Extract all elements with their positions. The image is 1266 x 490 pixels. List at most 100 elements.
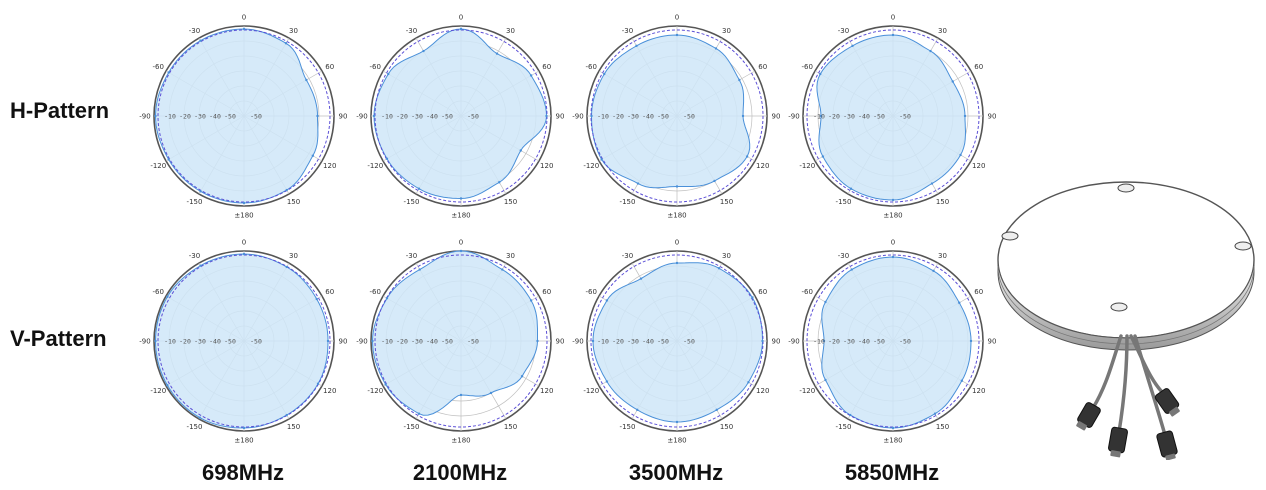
angle-label: 150 [504, 423, 517, 431]
angle-label: -90 [139, 113, 150, 121]
angle-label: ±180 [234, 212, 253, 220]
polar-plot-h-5850: 0 30 60 90 120 150 ±180 -150 -120 -90 -60 -30 -10 -20… [788, 14, 996, 220]
data-point [850, 268, 853, 271]
angle-label: 30 [506, 27, 515, 35]
angle-label: 0 [242, 14, 246, 22]
radial-label: -50 [683, 113, 695, 121]
data-point [819, 114, 823, 118]
data-point [326, 339, 330, 343]
data-point [422, 49, 425, 53]
row-label-v-pattern: V-Pattern [10, 326, 107, 351]
radial-label: -50 [873, 113, 885, 121]
angle-label: ±180 [883, 437, 902, 445]
angle-label: 120 [972, 387, 985, 395]
radial-label: -10 [813, 338, 825, 346]
data-point [315, 297, 318, 301]
angle-label: 60 [325, 63, 334, 71]
angle-label: -30 [189, 252, 200, 260]
data-point [387, 72, 390, 76]
data-point [741, 114, 745, 118]
angle-label: 90 [772, 338, 781, 346]
radial-label: -40 [642, 338, 654, 346]
polar-plot-v-5850: 0 30 60 90 120 150 ±180 -150 -120 -90 -60 -30 -10 -20… [788, 239, 996, 445]
data-point [636, 408, 639, 412]
data-point [849, 187, 853, 190]
angle-label: 120 [323, 387, 336, 395]
radial-label: -40 [209, 338, 221, 346]
data-point [385, 157, 389, 160]
radial-label: -30 [411, 113, 423, 121]
angle-label: 150 [504, 198, 517, 206]
radial-label: -50 [441, 338, 453, 346]
data-point [305, 78, 308, 82]
data-point [316, 114, 319, 118]
data-point [824, 300, 827, 304]
radial-label: -10 [381, 113, 393, 121]
data-point [761, 339, 764, 343]
radial-label: -20 [612, 338, 624, 346]
angle-label: -60 [586, 63, 597, 71]
angle-label: -30 [838, 27, 849, 35]
angle-label: -90 [788, 113, 799, 121]
radial-label: -20 [396, 338, 408, 346]
angle-label: -120 [799, 387, 815, 395]
data-point [824, 378, 827, 382]
data-point [745, 155, 749, 158]
radial-label: -50 [224, 113, 236, 121]
angle-label: 150 [287, 198, 300, 206]
data-point [933, 412, 937, 415]
angle-label: 30 [289, 27, 298, 35]
angle-label: -60 [802, 288, 813, 296]
angle-label: -30 [406, 27, 417, 35]
data-point [675, 261, 679, 265]
angle-label: -150 [187, 423, 203, 431]
data-point [520, 375, 524, 378]
data-point [639, 277, 643, 280]
data-point [371, 339, 374, 343]
radial-label: -30 [627, 338, 639, 346]
data-point [963, 114, 967, 118]
radial-label: -50 [467, 338, 479, 346]
data-point [822, 339, 826, 343]
data-point [819, 72, 822, 76]
data-point [605, 380, 609, 383]
data-point [284, 42, 288, 45]
radial-label: -50 [441, 113, 453, 121]
angle-label: 30 [722, 252, 731, 260]
polar-plot-v-698: 0 30 60 90 120 150 ±180 -150 -120 -90 -60 -30 -10 -20… [139, 239, 347, 445]
data-point [372, 114, 376, 118]
data-point [891, 255, 895, 259]
data-point [199, 190, 202, 193]
reference-circle [806, 254, 980, 428]
radial-label: -20 [828, 113, 840, 121]
angle-label: -60 [370, 288, 381, 296]
frequency-label-698: 698MHz [202, 460, 284, 485]
data-point [636, 182, 640, 185]
data-point [529, 74, 533, 77]
data-point [417, 187, 421, 190]
data-point [591, 339, 595, 343]
data-point [851, 44, 854, 48]
data-point [459, 197, 463, 200]
data-point [545, 114, 548, 118]
frequency-label-5850: 5850MHz [844, 460, 940, 485]
data-point [932, 269, 935, 273]
angle-label: 120 [323, 162, 336, 170]
angle-label: -150 [620, 423, 636, 431]
angle-label: 90 [556, 338, 565, 346]
data-point [930, 182, 934, 185]
data-point [418, 268, 421, 271]
polar-plot-v-2100: 0 30 60 90 120 150 ±180 -150 -120 -90 -60 -30 -10 -20… [356, 239, 565, 445]
angle-label: -60 [370, 63, 381, 71]
angle-label: -90 [572, 113, 583, 121]
data-point [489, 391, 493, 395]
angle-label: -60 [586, 288, 597, 296]
reference-circle [590, 29, 764, 203]
data-point [603, 72, 606, 76]
data-point [311, 154, 315, 157]
row-label-h-pattern: H-Pattern [10, 98, 110, 123]
data-point [285, 188, 288, 192]
data-point [166, 384, 169, 387]
data-point [958, 301, 961, 304]
angle-label: -120 [150, 162, 166, 170]
